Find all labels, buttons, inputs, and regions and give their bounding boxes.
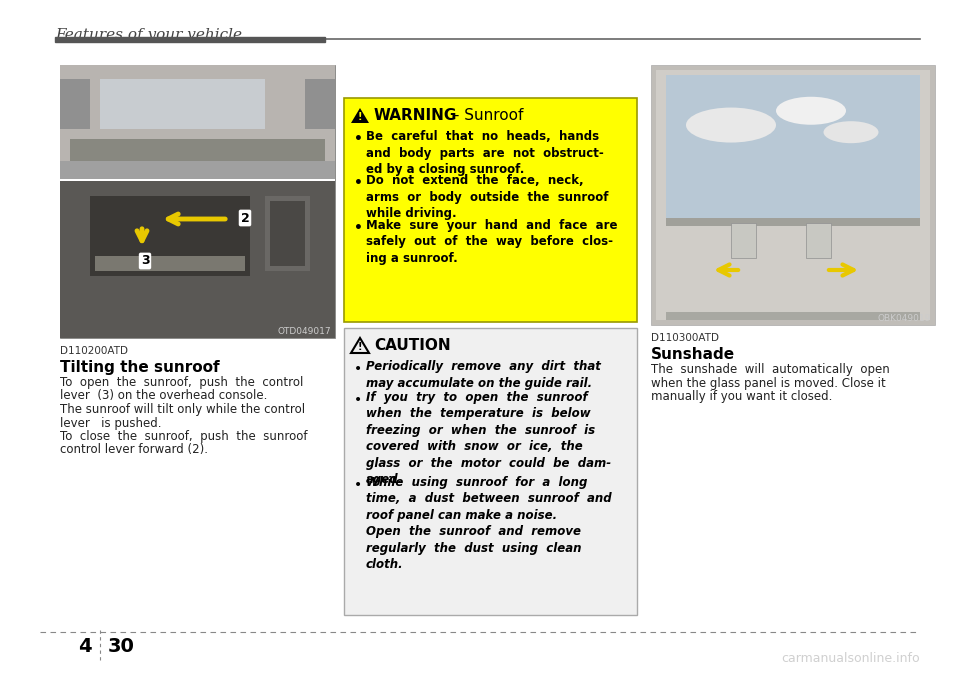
Bar	[100, 79, 265, 129]
Text: •: •	[354, 176, 363, 190]
Text: •: •	[354, 221, 363, 235]
Text: •: •	[354, 362, 362, 376]
Bar	[666, 75, 920, 218]
Text: Make  sure  your  hand  and  face  are
safely  out  of  the  way  before  clos-
: Make sure your hand and face are safely …	[366, 219, 617, 265]
Text: 4: 4	[79, 637, 92, 656]
Text: WARNING: WARNING	[374, 108, 457, 123]
Text: Tilting the sunroof: Tilting the sunroof	[60, 360, 220, 375]
Text: when the glass panel is moved. Close it: when the glass panel is moved. Close it	[651, 376, 886, 389]
Text: !: !	[358, 112, 362, 122]
Bar	[344, 98, 637, 322]
Bar	[55, 37, 325, 42]
Text: carmanualsonline.info: carmanualsonline.info	[781, 652, 920, 665]
Text: If  you  try  to  open  the  sunroof
when  the  temperature  is  below
freezing : If you try to open the sunroof when the …	[366, 391, 612, 486]
Text: •: •	[354, 393, 362, 407]
Text: Features of your vehicle: Features of your vehicle	[55, 28, 242, 42]
Bar	[60, 181, 335, 338]
Text: To  close  the  sunroof,  push  the  sunroof: To close the sunroof, push the sunroof	[60, 430, 307, 443]
Text: The  sunshade  will  automatically  open: The sunshade will automatically open	[651, 363, 890, 376]
Text: OTD049017: OTD049017	[277, 327, 331, 336]
Bar	[60, 179, 335, 181]
Bar	[270, 201, 305, 266]
Text: The sunroof will tilt only while the control: The sunroof will tilt only while the con…	[60, 403, 305, 416]
Text: 2: 2	[241, 212, 250, 225]
Text: While  using  sunroof  for  a  long
time,  a  dust  between  sunroof  and
roof p: While using sunroof for a long time, a d…	[366, 476, 612, 571]
Text: 3: 3	[141, 254, 150, 267]
Bar	[95, 256, 245, 271]
Bar	[731, 223, 756, 258]
Bar	[806, 223, 831, 258]
Bar	[656, 70, 930, 320]
Text: Do  not  extend  the  face,  neck,
arms  or  body  outside  the  sunroof
while d: Do not extend the face, neck, arms or bo…	[366, 174, 609, 220]
Bar	[305, 79, 335, 129]
Text: CAUTION: CAUTION	[374, 338, 450, 353]
Text: manually if you want it closed.: manually if you want it closed.	[651, 390, 832, 403]
Text: control lever forward (2).: control lever forward (2).	[60, 444, 208, 457]
Bar	[60, 65, 335, 338]
Text: D110300ATD: D110300ATD	[651, 333, 719, 343]
Bar	[70, 139, 325, 169]
Bar	[344, 328, 637, 615]
Text: Periodically  remove  any  dirt  that
may accumulate on the guide rail.: Periodically remove any dirt that may ac…	[366, 360, 601, 389]
Text: To  open  the  sunroof,  push  the  control: To open the sunroof, push the control	[60, 376, 303, 389]
Ellipse shape	[686, 107, 776, 143]
Bar	[666, 312, 920, 320]
Text: !: !	[358, 342, 362, 352]
Bar	[90, 196, 250, 276]
Text: 30: 30	[108, 637, 134, 656]
Text: D110200ATD: D110200ATD	[60, 346, 128, 356]
Polygon shape	[351, 108, 369, 123]
Bar	[265, 196, 310, 271]
Text: lever  (3) on the overhead console.: lever (3) on the overhead console.	[60, 389, 268, 402]
Text: •: •	[354, 132, 363, 146]
Bar	[651, 65, 935, 325]
Text: lever   is pushed.: lever is pushed.	[60, 416, 161, 429]
Bar	[666, 218, 920, 226]
Ellipse shape	[776, 96, 846, 125]
Ellipse shape	[824, 121, 878, 143]
Text: - Sunroof: - Sunroof	[449, 108, 523, 123]
Bar	[60, 65, 335, 179]
Text: Be  careful  that  no  heads,  hands
and  body  parts  are  not  obstruct-
ed by: Be careful that no heads, hands and body…	[366, 130, 604, 176]
Bar	[60, 79, 90, 129]
Text: Sunshade: Sunshade	[651, 347, 735, 362]
Text: •: •	[354, 478, 362, 492]
Text: OBK049019: OBK049019	[877, 314, 931, 323]
Bar	[60, 161, 335, 179]
